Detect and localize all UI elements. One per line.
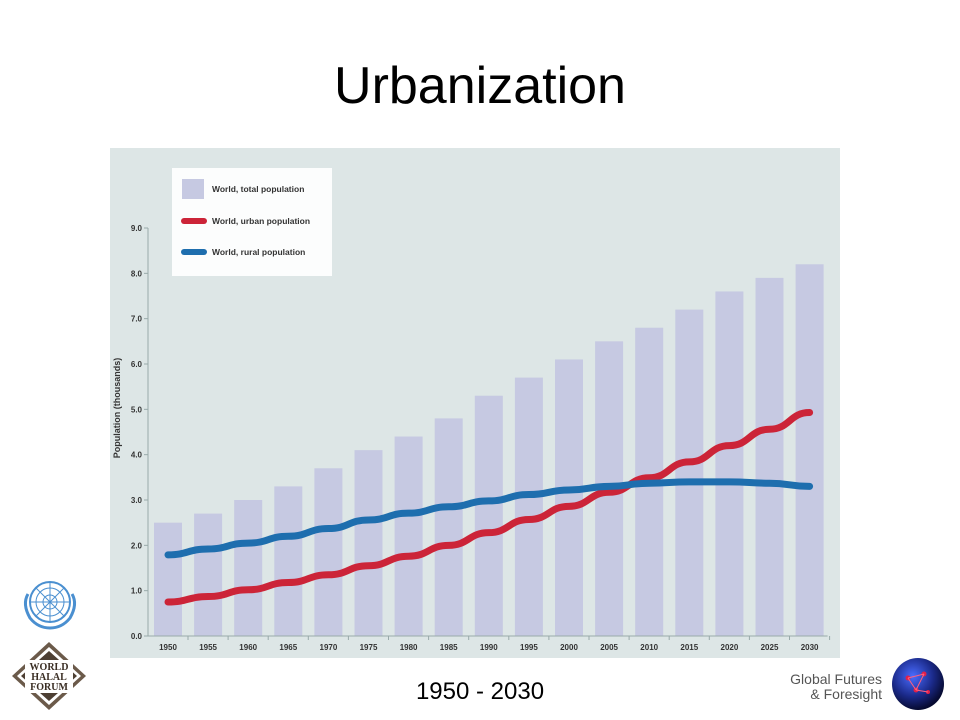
x-tick-label-2005: 2005 [600,643,618,652]
y-tick-label: 7.0 [131,315,143,324]
un-emblem-icon [23,581,77,630]
y-tick-label: 6.0 [131,360,143,369]
whf-word-2: HALAL [31,672,67,683]
x-tick-label-2030: 2030 [801,643,819,652]
bar-total-1950 [154,522,182,636]
bar-total-1970 [314,468,343,636]
bar-total-1975 [354,450,383,636]
x-axis: 1950 1955 1960 1965 1970 1975 1980 1985 1990 1995… [148,635,831,652]
whf-word-3: FORUM [30,682,68,693]
x-tick-label-1950: 1950 [159,643,177,652]
y-tick-label: 5.0 [131,405,143,414]
x-tick-label-2010: 2010 [640,643,658,652]
bar-total-1955 [194,513,223,636]
urbanization-chart: 0.01.02.03.04.05.06.07.08.09.0 1950 1955 1… [112,168,831,652]
bar-total-2020 [715,291,744,636]
x-tick-label-2020: 2020 [721,643,739,652]
y-tick-label: 4.0 [131,451,143,460]
y-tick-label: 0.0 [131,632,143,641]
footer-brand: Global Futures & Foresight [790,672,882,702]
legend-label: World, total population [212,184,304,194]
globe-network-icon [892,658,944,710]
legend-swatch-total [182,179,204,199]
y-tick-label: 3.0 [131,496,143,505]
y-tick-label: 2.0 [131,541,143,550]
y-axis-label: Population (thousands) [112,358,122,459]
x-tick-label-1975: 1975 [360,643,378,652]
legend: World, total population World, urban popu… [172,168,332,276]
bar-total-1990 [474,395,503,636]
bar-total-2000 [555,359,583,636]
chart-subtitle: 1950 - 2030 [415,678,545,705]
footer-brand-line1: Global Futures [790,671,882,687]
y-tick-label: 8.0 [131,269,143,278]
x-tick-label-2025: 2025 [761,643,779,652]
x-tick-label-1980: 1980 [400,643,418,652]
bar-series [154,264,824,636]
y-tick-label: 1.0 [131,587,143,596]
y-axis: 0.0 1.0 2.0 3.0 4.0 5.0 6.0 7.0 8.0 9.0 [131,224,149,641]
urban-population-line [164,409,814,606]
legend-label: World, rural population [212,247,305,257]
bar-total-1960 [234,500,263,636]
bar-total-2030 [795,264,824,636]
x-tick-label-2015: 2015 [680,643,698,652]
x-tick-label-2000: 2000 [560,643,578,652]
chart-panel: 0.0 1.0 2.0 3.0 4.0 5.0 6.0 7.0 8.0 9.0 1950 1955 1… [110,148,840,658]
world-halal-forum-logo: WORLD HALAL FORUM [12,642,86,710]
footer-brand-line2: & Foresight [810,686,882,702]
whf-word-1: WORLD [30,662,69,673]
bar-total-2015 [675,309,704,636]
rural-population-line [164,478,814,559]
bar-total-1995 [514,377,543,636]
bar-total-1965 [274,486,303,636]
x-tick-label-1960: 1960 [239,643,257,652]
x-tick-label-1965: 1965 [279,643,297,652]
x-tick-label-1990: 1990 [480,643,498,652]
x-tick-label-1970: 1970 [320,643,338,652]
slide-title: Urbanization [334,57,626,115]
legend-label: World, urban population [212,216,310,226]
bar-total-1985 [434,418,463,636]
x-tick-label-1955: 1955 [199,643,217,652]
bar-total-2025 [755,277,784,636]
line-series [164,409,814,606]
y-tick-label: 9.0 [131,224,143,233]
bar-total-1980 [394,436,423,636]
x-tick-label-1995: 1995 [520,643,538,652]
x-tick-label-1985: 1985 [440,643,458,652]
